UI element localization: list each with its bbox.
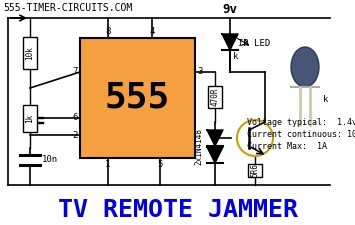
Bar bbox=[208, 86, 222, 108]
Text: k: k bbox=[233, 52, 238, 61]
Text: Voltage typical:  1.4v: Voltage typical: 1.4v bbox=[247, 118, 355, 127]
Text: 4: 4 bbox=[149, 27, 155, 36]
Text: 6: 6 bbox=[73, 113, 78, 122]
Text: 5R6: 5R6 bbox=[251, 164, 260, 178]
Text: 2x1N4148: 2x1N4148 bbox=[194, 128, 203, 165]
Text: 555: 555 bbox=[105, 81, 170, 115]
Polygon shape bbox=[207, 130, 223, 146]
Bar bbox=[23, 37, 37, 69]
Text: IR LED: IR LED bbox=[238, 40, 270, 49]
Text: 470R: 470R bbox=[211, 88, 219, 106]
Text: 1: 1 bbox=[105, 160, 111, 169]
Text: 10n: 10n bbox=[42, 155, 58, 164]
Text: 8: 8 bbox=[105, 27, 111, 36]
Text: 9v: 9v bbox=[223, 3, 237, 16]
Text: 5: 5 bbox=[157, 160, 163, 169]
Polygon shape bbox=[222, 34, 238, 50]
Text: Current Max:  1A: Current Max: 1A bbox=[247, 142, 327, 151]
Text: 1k: 1k bbox=[26, 113, 34, 123]
Bar bbox=[23, 104, 37, 131]
Text: 10k: 10k bbox=[26, 46, 34, 60]
Text: Current continuous: 100mA: Current continuous: 100mA bbox=[247, 130, 355, 139]
Text: 2: 2 bbox=[73, 130, 78, 140]
Text: 3: 3 bbox=[197, 68, 202, 76]
Ellipse shape bbox=[291, 47, 319, 87]
Text: 7: 7 bbox=[73, 68, 78, 76]
Bar bbox=[248, 164, 262, 177]
Polygon shape bbox=[207, 147, 223, 163]
Bar bbox=[80, 38, 195, 158]
Text: TV REMOTE JAMMER: TV REMOTE JAMMER bbox=[58, 198, 298, 222]
Text: k: k bbox=[323, 95, 328, 104]
Text: 555-TIMER-CIRCUITS.COM: 555-TIMER-CIRCUITS.COM bbox=[3, 3, 132, 13]
